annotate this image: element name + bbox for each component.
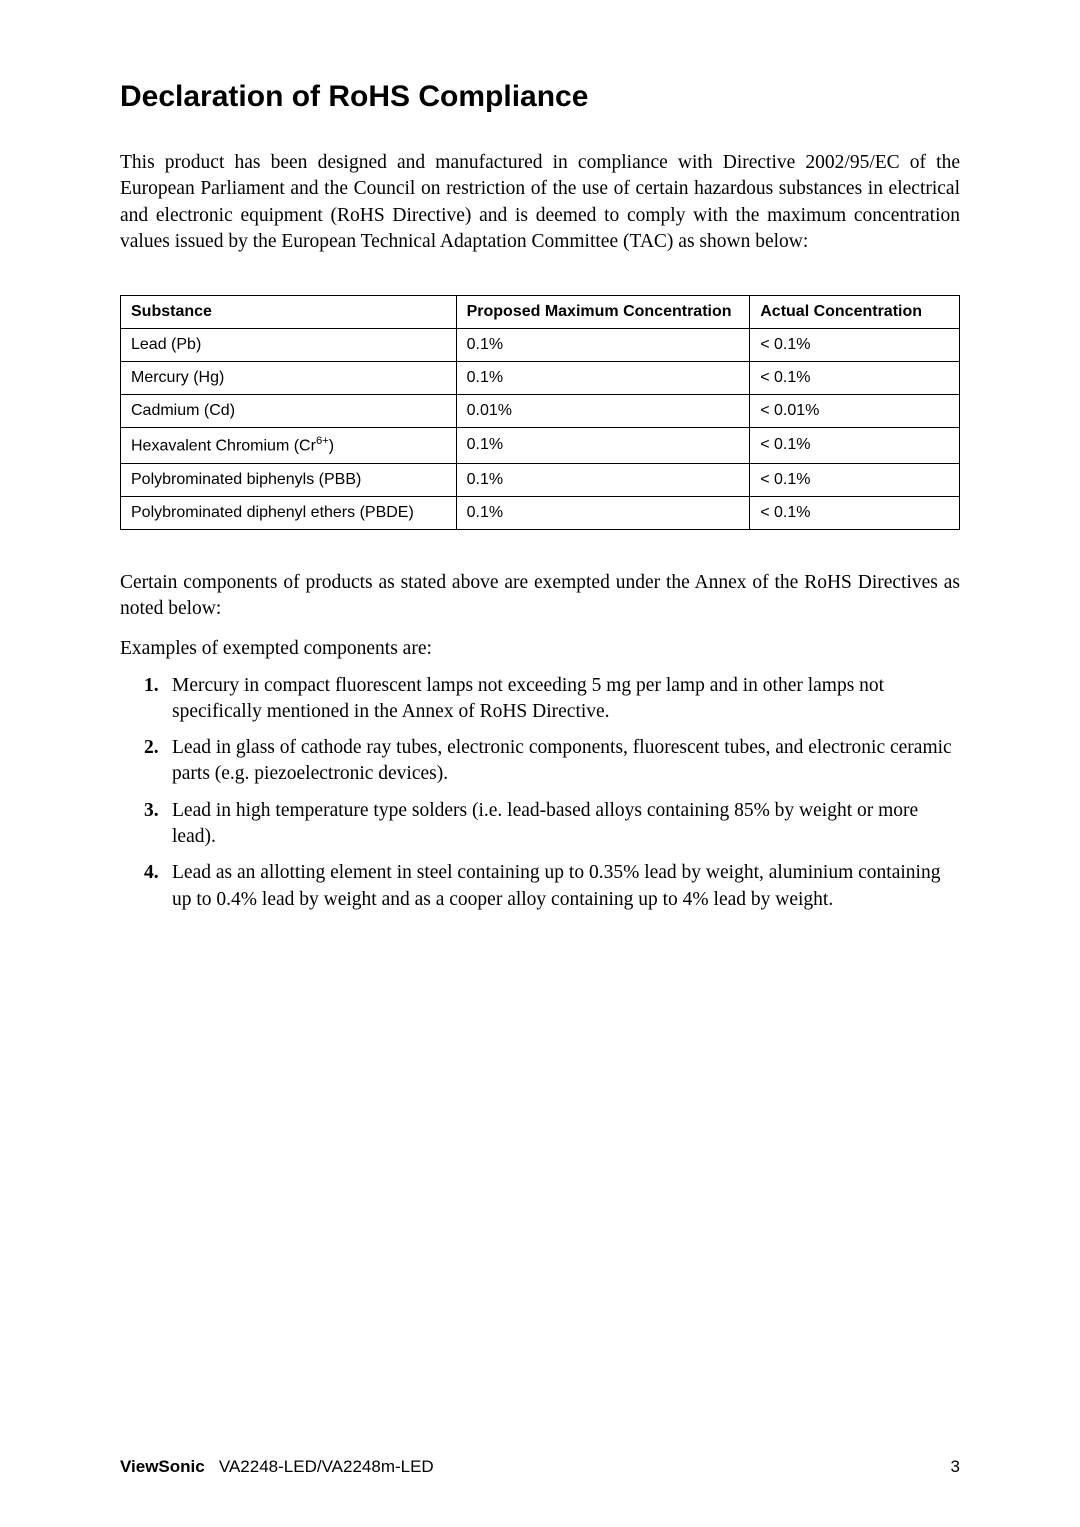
table-row: Polybrominated diphenyl ethers (PBDE) 0.… — [121, 496, 960, 529]
cell-substance: Hexavalent Chromium (Cr6+) — [121, 428, 457, 463]
footer: ViewSonic VA2248-LED/VA2248m-LED 3 — [120, 1457, 960, 1477]
cell-proposed: 0.1% — [456, 428, 750, 463]
compliance-table: Substance Proposed Maximum Concentration… — [120, 295, 960, 529]
cell-actual: < 0.1% — [750, 428, 960, 463]
cell-substance: Polybrominated biphenyls (PBB) — [121, 463, 457, 496]
exemption-list: Mercury in compact fluorescent lamps not… — [120, 673, 960, 914]
list-item: Mercury in compact fluorescent lamps not… — [144, 673, 960, 726]
examples-heading: Examples of exempted components are: — [120, 636, 960, 662]
table-row: Hexavalent Chromium (Cr6+) 0.1% < 0.1% — [121, 428, 960, 463]
cell-actual: < 0.1% — [750, 463, 960, 496]
list-item: Lead in glass of cathode ray tubes, elec… — [144, 735, 960, 788]
footer-page-number: 3 — [951, 1457, 960, 1477]
intro-paragraph: This product has been designed and manuf… — [120, 150, 960, 255]
table-row: Mercury (Hg) 0.1% < 0.1% — [121, 362, 960, 395]
header-actual: Actual Concentration — [750, 296, 960, 329]
cell-substance: Cadmium (Cd) — [121, 395, 457, 428]
cell-actual: < 0.1% — [750, 496, 960, 529]
table-row: Cadmium (Cd) 0.01% < 0.01% — [121, 395, 960, 428]
cell-proposed: 0.1% — [456, 362, 750, 395]
cell-actual: < 0.1% — [750, 362, 960, 395]
cell-substance: Lead (Pb) — [121, 329, 457, 362]
exempt-paragraph: Certain components of products as stated… — [120, 570, 960, 623]
footer-brand: ViewSonic — [120, 1457, 205, 1476]
footer-model: VA2248-LED/VA2248m-LED — [219, 1457, 434, 1476]
header-substance: Substance — [121, 296, 457, 329]
footer-left: ViewSonic VA2248-LED/VA2248m-LED — [120, 1457, 434, 1477]
cell-substance: Polybrominated diphenyl ethers (PBDE) — [121, 496, 457, 529]
list-item: Lead as an allotting element in steel co… — [144, 860, 960, 913]
cell-proposed: 0.1% — [456, 463, 750, 496]
cell-actual: < 0.01% — [750, 395, 960, 428]
cell-substance: Mercury (Hg) — [121, 362, 457, 395]
cell-proposed: 0.1% — [456, 496, 750, 529]
table-row: Polybrominated biphenyls (PBB) 0.1% < 0.… — [121, 463, 960, 496]
list-item: Lead in high temperature type solders (i… — [144, 798, 960, 851]
cell-proposed: 0.1% — [456, 329, 750, 362]
table-row: Lead (Pb) 0.1% < 0.1% — [121, 329, 960, 362]
header-proposed: Proposed Maximum Concentration — [456, 296, 750, 329]
cell-actual: < 0.1% — [750, 329, 960, 362]
table-header-row: Substance Proposed Maximum Concentration… — [121, 296, 960, 329]
page-title: Declaration of RoHS Compliance — [120, 80, 960, 114]
cell-proposed: 0.01% — [456, 395, 750, 428]
